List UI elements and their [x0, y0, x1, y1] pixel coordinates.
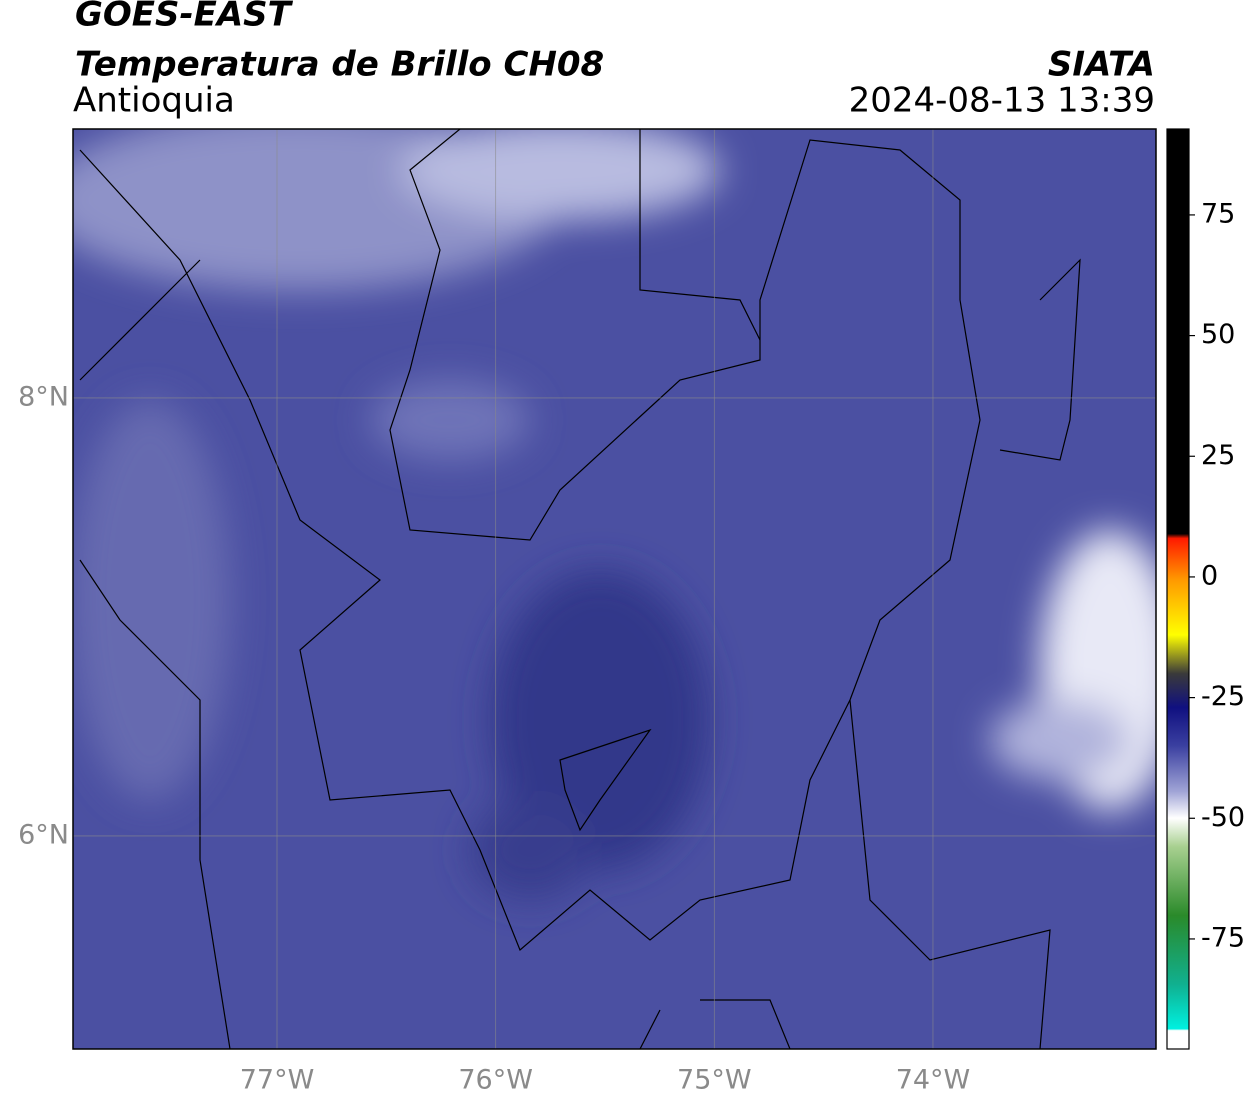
- colorbar-tick-label: -25: [1201, 681, 1245, 712]
- colorbar-tick-label: 25: [1201, 440, 1235, 471]
- colorbar-tick-label: 50: [1201, 319, 1235, 350]
- lon-tick-label: 76°W: [458, 1065, 533, 1096]
- colorbar-tick-label: -75: [1201, 922, 1245, 953]
- title: GOES-EAST: [75, 0, 294, 35]
- lon-tick-label: 75°W: [677, 1065, 752, 1096]
- source: SIATA: [1048, 45, 1155, 85]
- map-image: [73, 129, 1156, 1049]
- grid-layer: [73, 129, 1156, 1049]
- region: Antioquia: [73, 81, 235, 121]
- colorbar-tick-label: 75: [1201, 198, 1235, 229]
- map-frame: [72, 128, 1157, 1050]
- lon-tick-label: 74°W: [896, 1065, 971, 1096]
- datetime: 2024-08-13 13:39: [849, 81, 1155, 121]
- lat-tick-label: 8°N: [18, 381, 69, 412]
- lon-tick-label: 77°W: [240, 1065, 315, 1096]
- colorbar-tick-label: -50: [1201, 802, 1245, 833]
- colorbar-tick-label: 0: [1201, 560, 1218, 591]
- lat-tick-label: 6°N: [18, 819, 69, 850]
- subtitle: Temperatura de Brillo CH08: [75, 45, 604, 85]
- colorbar: [1166, 128, 1190, 1050]
